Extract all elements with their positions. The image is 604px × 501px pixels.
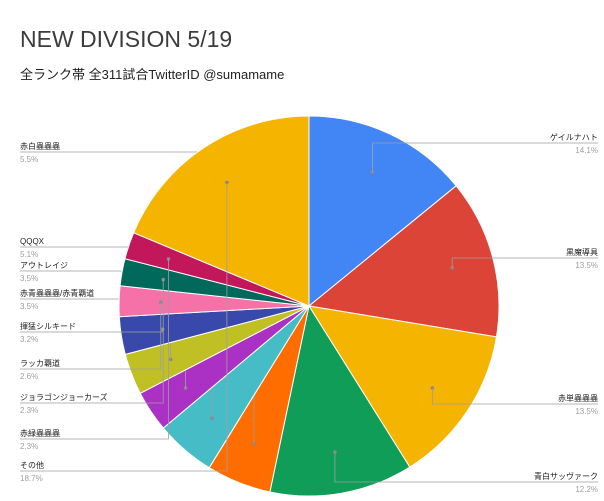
slice-percent-label: 13.5%: [575, 261, 598, 270]
label-leader-line: [20, 182, 228, 472]
label-leader-line: [451, 257, 598, 268]
slice-percent-label: 5.1%: [20, 250, 38, 259]
slice-percent-label: 2.3%: [20, 442, 38, 451]
chart-title: NEW DIVISION 5/19: [20, 26, 233, 52]
slice-label: 赤青蟲蟲蟲/赤青覇道: [20, 288, 94, 298]
pie-slice: [308, 115, 457, 308]
label-leader-line: [372, 142, 598, 173]
slice-label: ジョラゴンジョーカーズ: [20, 392, 108, 402]
slice-percent-label: 3.5%: [20, 302, 38, 311]
slice-percent-label: 2.6%: [20, 372, 38, 381]
pie-slice: [133, 115, 310, 307]
pie-slice: [269, 304, 411, 497]
pie-slice: [307, 185, 500, 338]
label-leader-line: [431, 388, 598, 405]
label-leader-dot: [183, 386, 188, 390]
slice-label: QQQX: [20, 237, 45, 246]
label-leader-dot: [252, 441, 256, 446]
label-leader-line: [20, 302, 162, 370]
slice-percent-label: 12.2%: [575, 485, 598, 494]
slice-label: 赤緑蟲蟲蟲: [20, 428, 60, 438]
pie-slice: [307, 305, 498, 468]
slice-percent-label: 3.2%: [20, 335, 38, 344]
slice-label: アウトレイジ: [20, 261, 68, 270]
slice-label: ゲイルナハト: [550, 132, 598, 142]
slice-label: ラッカ覇道: [20, 358, 60, 368]
label-leader-line: [20, 329, 164, 333]
label-leader-dot: [210, 416, 214, 420]
chart-subtitle: 全ランク帯 全311試合TwitterID @sumamame: [20, 67, 285, 82]
label-leader-line: [20, 279, 164, 404]
label-leader-line: [20, 258, 169, 440]
slice-label: 赤白蟲蟲蟲: [20, 141, 60, 151]
slice-label: 黒魔導具: [566, 247, 598, 257]
slice-percent-label: 3.5%: [20, 274, 38, 283]
slice-label: 赤単蟲蟲蟲: [558, 393, 598, 403]
slice-label: その他: [20, 460, 44, 470]
slice-label: 揮猛シルキード: [20, 321, 76, 331]
slice-percent-label: 14.1%: [575, 146, 598, 155]
slice-label: 青白サッヴァーク: [534, 471, 598, 481]
slice-percent-label: 5.5%: [20, 155, 38, 164]
slice-percent-label: 13.5%: [575, 407, 598, 416]
label-leader-line: [334, 451, 598, 483]
slice-percent-label: 2.3%: [20, 406, 38, 415]
slice-percent-label: 18.7%: [20, 474, 43, 483]
